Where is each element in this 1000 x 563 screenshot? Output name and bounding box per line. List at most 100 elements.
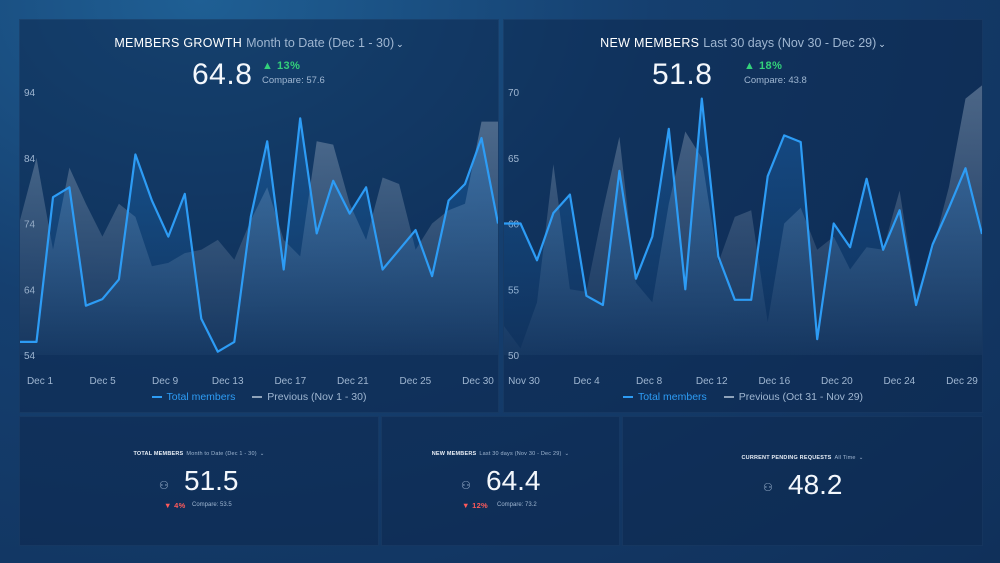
total-members-kpi-title: TOTAL MEMBERS: [133, 451, 184, 457]
current-point: [767, 175, 769, 177]
current-point: [684, 288, 686, 290]
current-point: [316, 232, 318, 234]
x-tick-label: Dec 30: [462, 376, 494, 387]
new-members-delta: ▲ 18%: [744, 60, 783, 72]
current-series-line: [20, 117, 498, 353]
new-members-kpi-title: NEW MEMBERS: [431, 451, 477, 457]
new-members-kpi-header: NEW MEMBERS Last 30 days (Nov 30 - Dec 29…: [382, 451, 619, 457]
x-tick-label: Nov 30: [508, 376, 540, 387]
current-point: [68, 186, 70, 188]
x-tick-label: Dec 21: [337, 376, 369, 387]
current-point: [585, 295, 587, 297]
current-point: [431, 275, 433, 277]
current-point: [200, 318, 202, 320]
current-point: [299, 117, 301, 119]
members-growth-legend: Total members Previous (Nov 1 - 30): [20, 391, 498, 403]
current-point: [480, 137, 482, 139]
pending-kpi-range-dropdown[interactable]: All Time: [834, 455, 856, 461]
members-growth-title: MEMBERS GROWTH: [114, 36, 243, 50]
x-tick-label: Dec 16: [758, 376, 790, 387]
current-point: [964, 167, 966, 169]
current-point: [948, 207, 950, 209]
current-point: [217, 351, 219, 353]
new-members-kpi-panel: NEW MEMBERS Last 30 days (Nov 30 - Dec 29…: [381, 416, 620, 546]
current-point: [552, 212, 554, 214]
x-tick-label: Dec 12: [696, 376, 728, 387]
total-members-kpi-range-dropdown[interactable]: Month to Date (Dec 1 - 30): [186, 451, 257, 457]
y-tick-label: 50: [508, 351, 520, 362]
legend-current[interactable]: Total members: [151, 391, 235, 403]
current-point: [602, 304, 604, 306]
chevron-down-icon[interactable]: ⌄: [858, 455, 864, 461]
current-point: [414, 229, 416, 231]
new-members-kpi-delta: ▼ 12%: [462, 501, 489, 510]
current-point: [85, 305, 87, 307]
chevron-down-icon[interactable]: ⌄: [878, 39, 886, 49]
current-point: [882, 249, 884, 251]
current-point: [651, 235, 653, 237]
legend-previous[interactable]: Previous (Oct 31 - Nov 29): [723, 391, 863, 403]
new-members-kpi-range-dropdown[interactable]: Last 30 days (Nov 30 - Dec 29): [479, 451, 562, 457]
current-point: [931, 243, 933, 245]
x-tick-label: Dec 13: [212, 376, 244, 387]
members-growth-range-dropdown[interactable]: Month to Date (Dec 1 - 30): [246, 36, 395, 50]
x-tick-label: Dec 20: [821, 376, 853, 387]
current-point: [536, 259, 538, 261]
x-tick-label: Dec 17: [274, 376, 306, 387]
x-tick-label: Dec 1: [27, 376, 54, 387]
current-point: [184, 193, 186, 195]
x-tick-label: Dec 4: [574, 376, 601, 387]
current-series-line: [504, 97, 982, 341]
legend-current[interactable]: Total members: [622, 391, 707, 403]
current-point: [447, 199, 449, 201]
new-members-value: 51.8: [652, 58, 713, 91]
current-point: [701, 97, 703, 99]
chevron-down-icon[interactable]: ⌄: [396, 39, 404, 49]
members-growth-delta: ▲ 13%: [262, 60, 301, 72]
current-point: [519, 222, 521, 224]
current-point: [618, 170, 620, 172]
current-point: [349, 212, 351, 214]
current-point: [734, 299, 736, 301]
current-point: [569, 193, 571, 195]
current-point: [464, 183, 466, 185]
total-members-kpi-compare: Compare: 53.5: [192, 502, 232, 508]
new-members-title: NEW MEMBERS: [600, 36, 700, 50]
pending-requests-kpi-panel: CURRENT PENDING REQUESTS All Time ⌄ ⚇ 48.2: [622, 416, 983, 546]
legend-previous[interactable]: Previous (Nov 1 - 30): [252, 391, 366, 403]
chevron-down-icon[interactable]: ⌄: [564, 451, 570, 457]
user-icon: ⚇: [461, 480, 471, 492]
total-members-kpi-delta: ▼ 4%: [164, 501, 186, 510]
new-members-legend: Total members Previous (Oct 31 - Nov 29): [504, 391, 982, 403]
x-tick-label: Dec 5: [90, 376, 117, 387]
current-point: [151, 199, 153, 201]
y-tick-label: 65: [508, 154, 520, 165]
current-point: [365, 186, 367, 188]
members-growth-compare: Compare: 57.6: [262, 75, 325, 86]
current-point: [233, 341, 235, 343]
members-growth-panel: MEMBERS GROWTH Month to Date (Dec 1 - 30)…: [19, 19, 499, 413]
x-tick-label: Dec 25: [400, 376, 432, 387]
current-point: [833, 222, 835, 224]
current-point: [35, 341, 37, 343]
current-point: [381, 268, 383, 270]
current-point: [717, 255, 719, 257]
members-growth-header: MEMBERS GROWTH Month to Date (Dec 1 - 30)…: [20, 34, 498, 52]
current-point: [101, 298, 103, 300]
new-members-range-dropdown[interactable]: Last 30 days (Nov 30 - Dec 29): [703, 36, 877, 50]
current-point: [800, 141, 802, 143]
current-point: [783, 134, 785, 136]
new-members-header: NEW MEMBERS Last 30 days (Nov 30 - Dec 29…: [504, 34, 982, 52]
y-tick-label: 70: [508, 88, 520, 99]
chevron-down-icon[interactable]: ⌄: [259, 451, 265, 457]
current-point: [750, 299, 752, 301]
current-point: [332, 180, 334, 182]
user-icon: ⚇: [763, 482, 773, 494]
total-members-kpi-value: 51.5: [184, 465, 239, 496]
current-series-area: [20, 118, 498, 355]
new-members-kpi-compare: Compare: 73.2: [497, 502, 537, 508]
current-point: [266, 140, 268, 142]
current-point: [849, 246, 851, 248]
members-growth-value: 64.8: [192, 58, 253, 91]
